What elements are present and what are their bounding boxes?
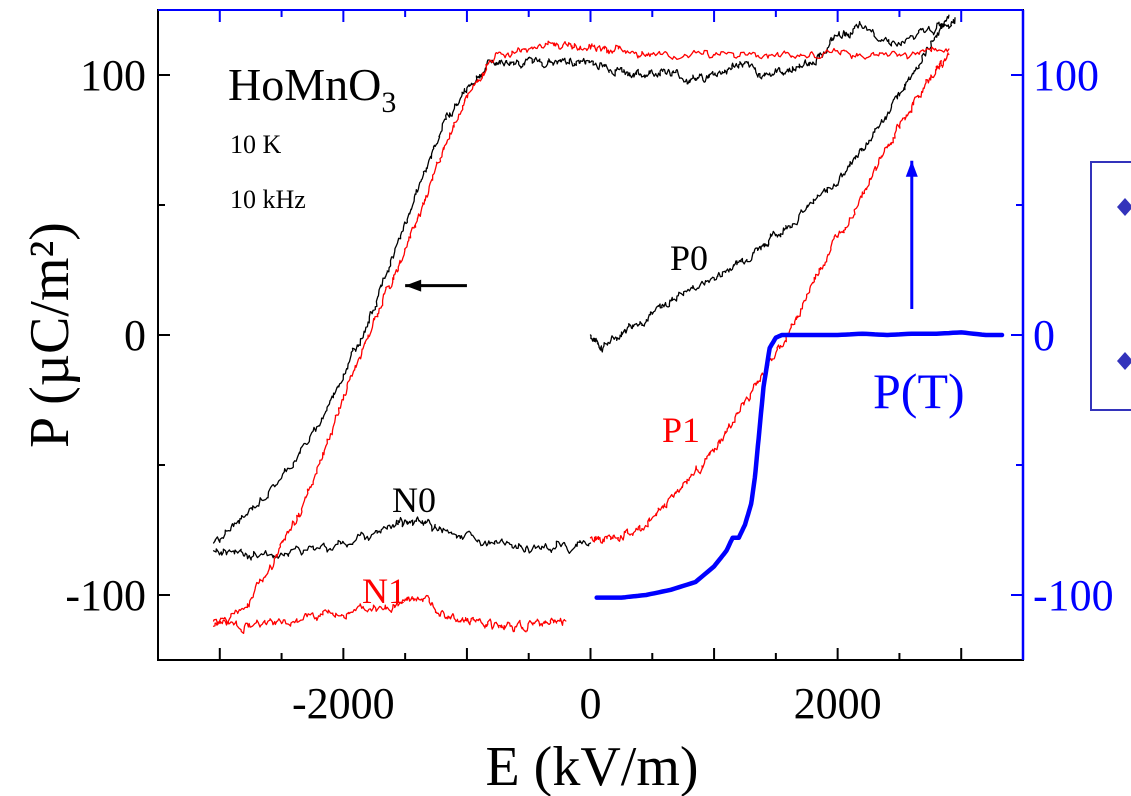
series-line-0 [589, 14, 950, 353]
series-line-2 [212, 17, 956, 544]
data-series [212, 14, 1005, 634]
left-axis-arrow-head [405, 279, 422, 292]
x-tick-label: -2000 [292, 679, 395, 728]
temperature-label: 10 K [230, 130, 282, 159]
series-line-1 [212, 516, 592, 561]
series-line-5 [212, 594, 567, 634]
x-axis-title: E (kV/m) [485, 736, 698, 796]
x-tick-label: 0 [580, 679, 602, 728]
frequency-label: 10 kHz [230, 185, 306, 214]
label-p1: P1 [662, 410, 700, 450]
axis-tick-labels: -2000 0 2000 -100 0 100 -100 0 100 [65, 51, 1113, 728]
axis-ticks [158, 10, 1023, 660]
y-tick-label: 100 [80, 51, 146, 100]
arrows [405, 160, 918, 309]
right-axis-arrow-head [905, 160, 918, 177]
sample-subscript: 3 [381, 86, 396, 119]
y-tick-label: -100 [65, 571, 146, 620]
y-tick-label: 0 [124, 311, 146, 360]
series-line-4 [212, 40, 950, 627]
legend-marker-2 [1117, 352, 1131, 370]
right-y-tick-label: 100 [1033, 51, 1099, 100]
sample-label: HoMnO3 [228, 59, 396, 119]
legend-box [1090, 161, 1131, 411]
series-line-3 [589, 52, 950, 544]
label-pt: P(T) [873, 363, 965, 419]
series-line-6 [594, 330, 1005, 600]
legend-marker-1 [1117, 198, 1131, 216]
x-tick-label: 2000 [794, 679, 882, 728]
label-p0: P0 [670, 238, 708, 278]
y-axis-title: P (µC/m²) [19, 222, 81, 448]
label-n0: N0 [392, 480, 436, 520]
right-y-tick-label: -100 [1033, 571, 1114, 620]
right-y-tick-label: 0 [1033, 311, 1055, 360]
label-n1: N1 [362, 571, 406, 611]
sample-name: HoMnO [228, 59, 381, 110]
